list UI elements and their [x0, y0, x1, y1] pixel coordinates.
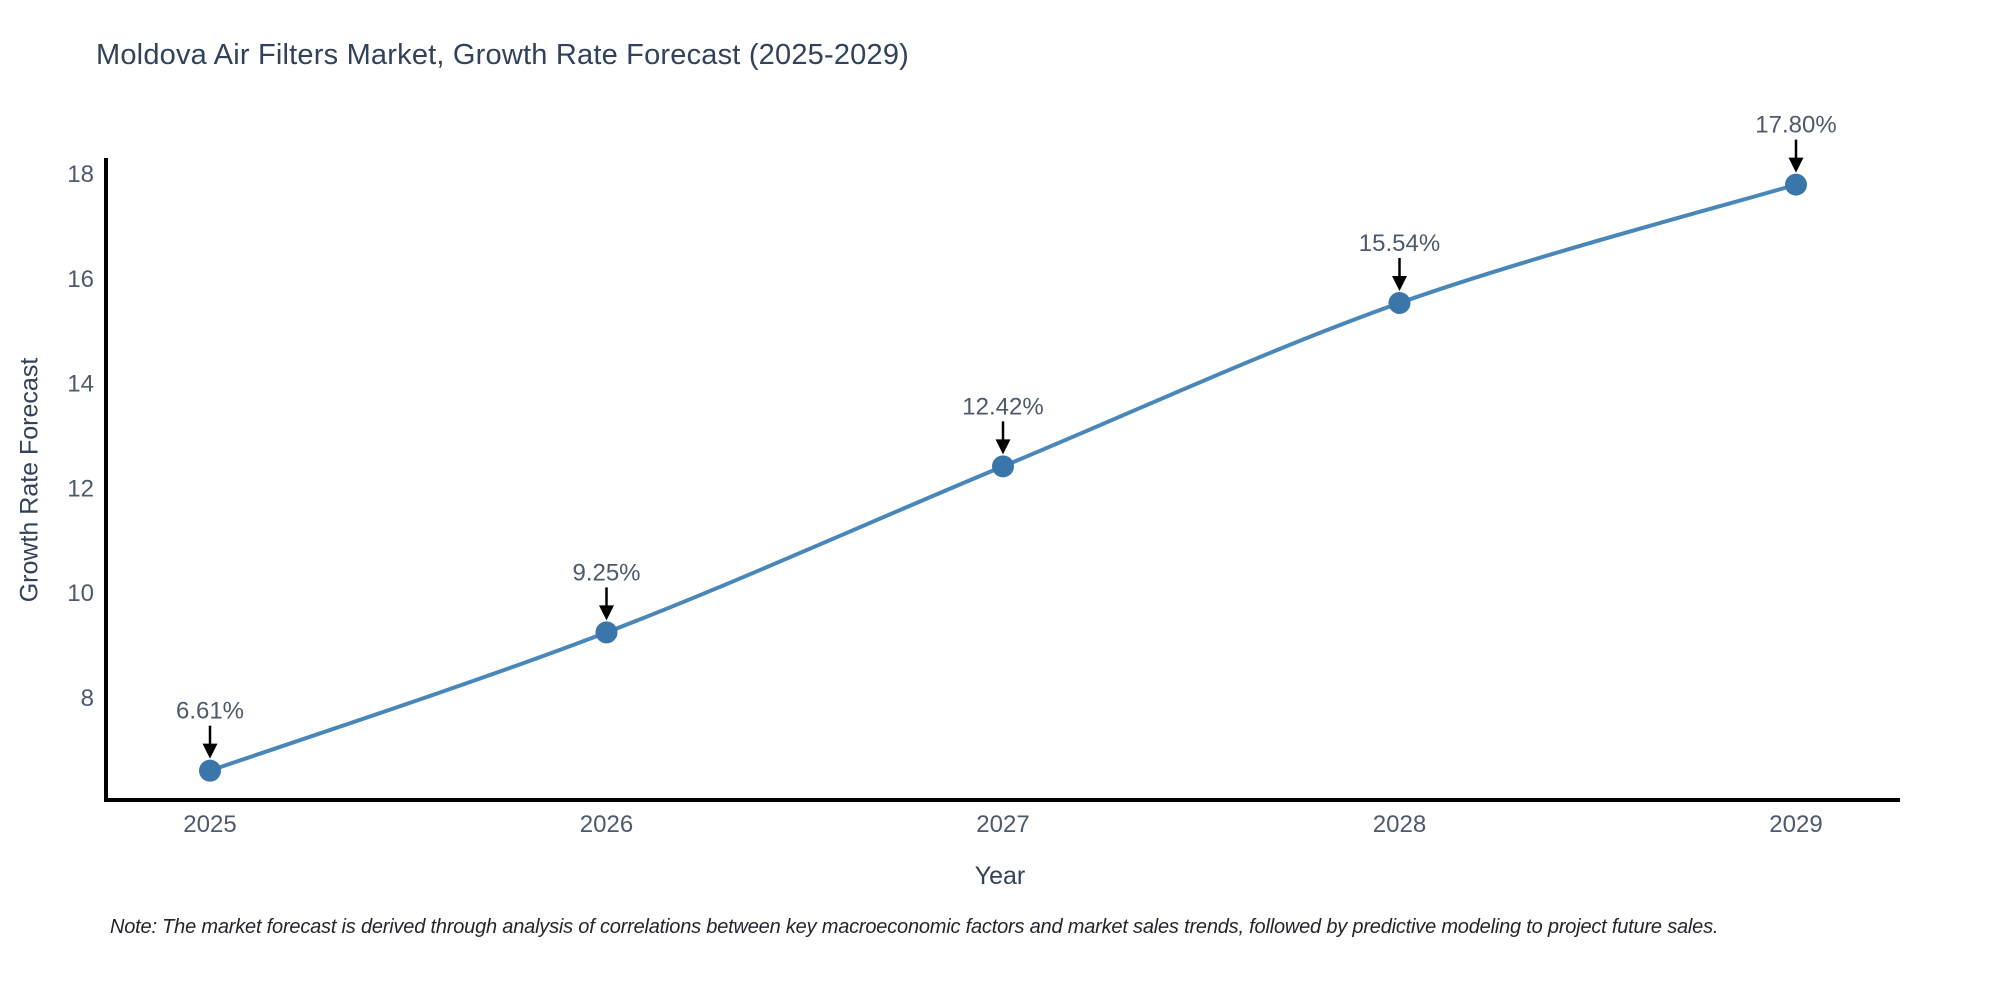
x-tick-label: 2027: [976, 811, 1029, 838]
data-point-marker: [992, 455, 1014, 478]
y-tick-label: 14: [67, 371, 94, 398]
chart-title: Moldova Air Filters Market, Growth Rate …: [96, 39, 910, 71]
point-label: 6.61%: [176, 698, 244, 725]
x-axis-title: Year: [974, 862, 1026, 890]
x-tick-label: 2028: [1373, 811, 1426, 838]
x-tick-label: 2025: [183, 811, 236, 838]
x-tick-label: 2026: [580, 811, 633, 838]
point-label: 17.80%: [1755, 112, 1836, 139]
annotation-arrow-head: [995, 439, 1011, 455]
annotation-arrow-head: [1392, 275, 1407, 291]
point-label: 15.54%: [1359, 230, 1440, 257]
data-point-marker: [1785, 173, 1807, 196]
annotation-arrow-head: [202, 743, 218, 759]
y-tick-label: 12: [67, 475, 94, 502]
annotation-arrow-head: [1788, 157, 1804, 173]
x-tick-label: 2029: [1769, 811, 1822, 838]
point-label: 9.25%: [572, 559, 640, 586]
data-point-marker: [595, 621, 618, 644]
data-point-marker: [199, 759, 221, 782]
series-line: [208, 182, 1798, 773]
point-label: 12.42%: [962, 393, 1043, 420]
annotation-arrow-head: [599, 605, 614, 621]
footnote: Note: The market forecast is derived thr…: [110, 916, 1719, 938]
y-tick-label: 18: [67, 161, 94, 188]
y-tick-label: 10: [67, 580, 94, 607]
y-tick-label: 8: [81, 685, 94, 712]
y-tick-label: 16: [67, 266, 94, 293]
data-point-marker: [1388, 291, 1411, 314]
